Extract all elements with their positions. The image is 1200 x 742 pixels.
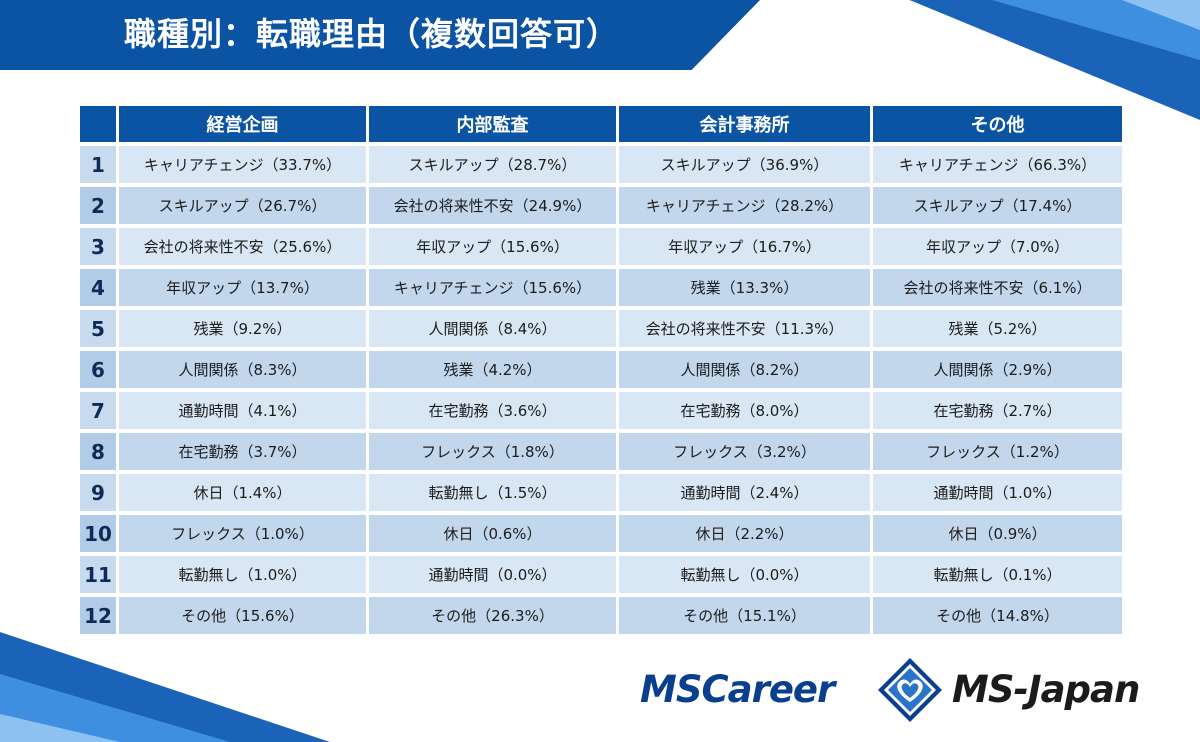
rank-number: 9 bbox=[80, 474, 116, 511]
title-banner bbox=[0, 0, 760, 70]
rank-number: 10 bbox=[80, 515, 116, 552]
table-cell: 転勤無し（1.0%） bbox=[119, 556, 366, 593]
table-cell: フレックス（1.0%） bbox=[119, 515, 366, 552]
rank-number: 7 bbox=[80, 392, 116, 429]
column-header: 経営企画 bbox=[119, 106, 366, 142]
msjapan-logo: MS-Japan bbox=[952, 668, 1140, 711]
heart-diamond-icon bbox=[878, 658, 942, 722]
rank-number: 12 bbox=[80, 597, 116, 634]
rank-number: 1 bbox=[80, 146, 116, 183]
table-cell: 残業（13.3%） bbox=[619, 269, 870, 306]
table-cell: 残業（9.2%） bbox=[119, 310, 366, 347]
table-cell: スキルアップ（28.7%） bbox=[369, 146, 616, 183]
table-cell: 転勤無し（0.0%） bbox=[619, 556, 870, 593]
column-header: 会計事務所 bbox=[619, 106, 870, 142]
column-header: その他 bbox=[873, 106, 1122, 142]
page-title: 職種別：転職理由（複数回答可） bbox=[124, 15, 620, 53]
table-cell: フレックス（3.2%） bbox=[619, 433, 870, 470]
table-cell: 年収アップ（7.0%） bbox=[873, 228, 1122, 265]
table-cell: フレックス（1.2%） bbox=[873, 433, 1122, 470]
table-cell: その他（26.3%） bbox=[369, 597, 616, 634]
table-cell: 休日（2.2%） bbox=[619, 515, 870, 552]
table-cell: キャリアチェンジ（28.2%） bbox=[619, 187, 870, 224]
table-cell: 休日（0.9%） bbox=[873, 515, 1122, 552]
table-cell: 休日（0.6%） bbox=[369, 515, 616, 552]
table-cell: その他（15.1%） bbox=[619, 597, 870, 634]
table-cell: 人間関係（8.2%） bbox=[619, 351, 870, 388]
table-cell: スキルアップ（26.7%） bbox=[119, 187, 366, 224]
table-cell: キャリアチェンジ（15.6%） bbox=[369, 269, 616, 306]
rank-number: 2 bbox=[80, 187, 116, 224]
table-cell: 在宅勤務（3.7%） bbox=[119, 433, 366, 470]
rank-number: 8 bbox=[80, 433, 116, 470]
table-cell: 在宅勤務（8.0%） bbox=[619, 392, 870, 429]
rank-number: 5 bbox=[80, 310, 116, 347]
table-cell: 在宅勤務（3.6%） bbox=[369, 392, 616, 429]
table-cell: その他（14.8%） bbox=[873, 597, 1122, 634]
rank-number: 11 bbox=[80, 556, 116, 593]
table-cell: 人間関係（8.4%） bbox=[369, 310, 616, 347]
table-cell: その他（15.6%） bbox=[119, 597, 366, 634]
table-cell: 転勤無し（0.1%） bbox=[873, 556, 1122, 593]
table-cell: 会社の将来性不安（25.6%） bbox=[119, 228, 366, 265]
table-cell: キャリアチェンジ（66.3%） bbox=[873, 146, 1122, 183]
table-cell: 年収アップ（16.7%） bbox=[619, 228, 870, 265]
table-cell: 休日（1.4%） bbox=[119, 474, 366, 511]
logo-area: MSCareer MS-Japan bbox=[640, 656, 1160, 726]
rank-number: 4 bbox=[80, 269, 116, 306]
header-corner bbox=[80, 106, 116, 142]
table-cell: 会社の将来性不安（11.3%） bbox=[619, 310, 870, 347]
table-cell: 人間関係（8.3%） bbox=[119, 351, 366, 388]
table-cell: スキルアップ（36.9%） bbox=[619, 146, 870, 183]
table-cell: 通勤時間（4.1%） bbox=[119, 392, 366, 429]
table-cell: 在宅勤務（2.7%） bbox=[873, 392, 1122, 429]
table-cell: フレックス（1.8%） bbox=[369, 433, 616, 470]
mscareer-logo: MSCareer bbox=[640, 668, 835, 711]
rank-number: 6 bbox=[80, 351, 116, 388]
column-header: 内部監査 bbox=[369, 106, 616, 142]
table-cell: スキルアップ（17.4%） bbox=[873, 187, 1122, 224]
table-cell: 残業（4.2%） bbox=[369, 351, 616, 388]
table-cell: 会社の将来性不安（6.1%） bbox=[873, 269, 1122, 306]
table-cell: 残業（5.2%） bbox=[873, 310, 1122, 347]
table-cell: 年収アップ（13.7%） bbox=[119, 269, 366, 306]
table-cell: 会社の将来性不安（24.9%） bbox=[369, 187, 616, 224]
reasons-table: 経営企画 内部監査 会計事務所 その他 1 キャリアチェンジ（33.7%） スキルア… bbox=[80, 106, 1122, 634]
table-cell: 人間関係（2.9%） bbox=[873, 351, 1122, 388]
rank-number: 3 bbox=[80, 228, 116, 265]
table-cell: キャリアチェンジ（33.7%） bbox=[119, 146, 366, 183]
table-cell: 通勤時間（1.0%） bbox=[873, 474, 1122, 511]
table-cell: 年収アップ（15.6%） bbox=[369, 228, 616, 265]
table-cell: 通勤時間（0.0%） bbox=[369, 556, 616, 593]
table-cell: 転勤無し（1.5%） bbox=[369, 474, 616, 511]
table-cell: 通勤時間（2.4%） bbox=[619, 474, 870, 511]
